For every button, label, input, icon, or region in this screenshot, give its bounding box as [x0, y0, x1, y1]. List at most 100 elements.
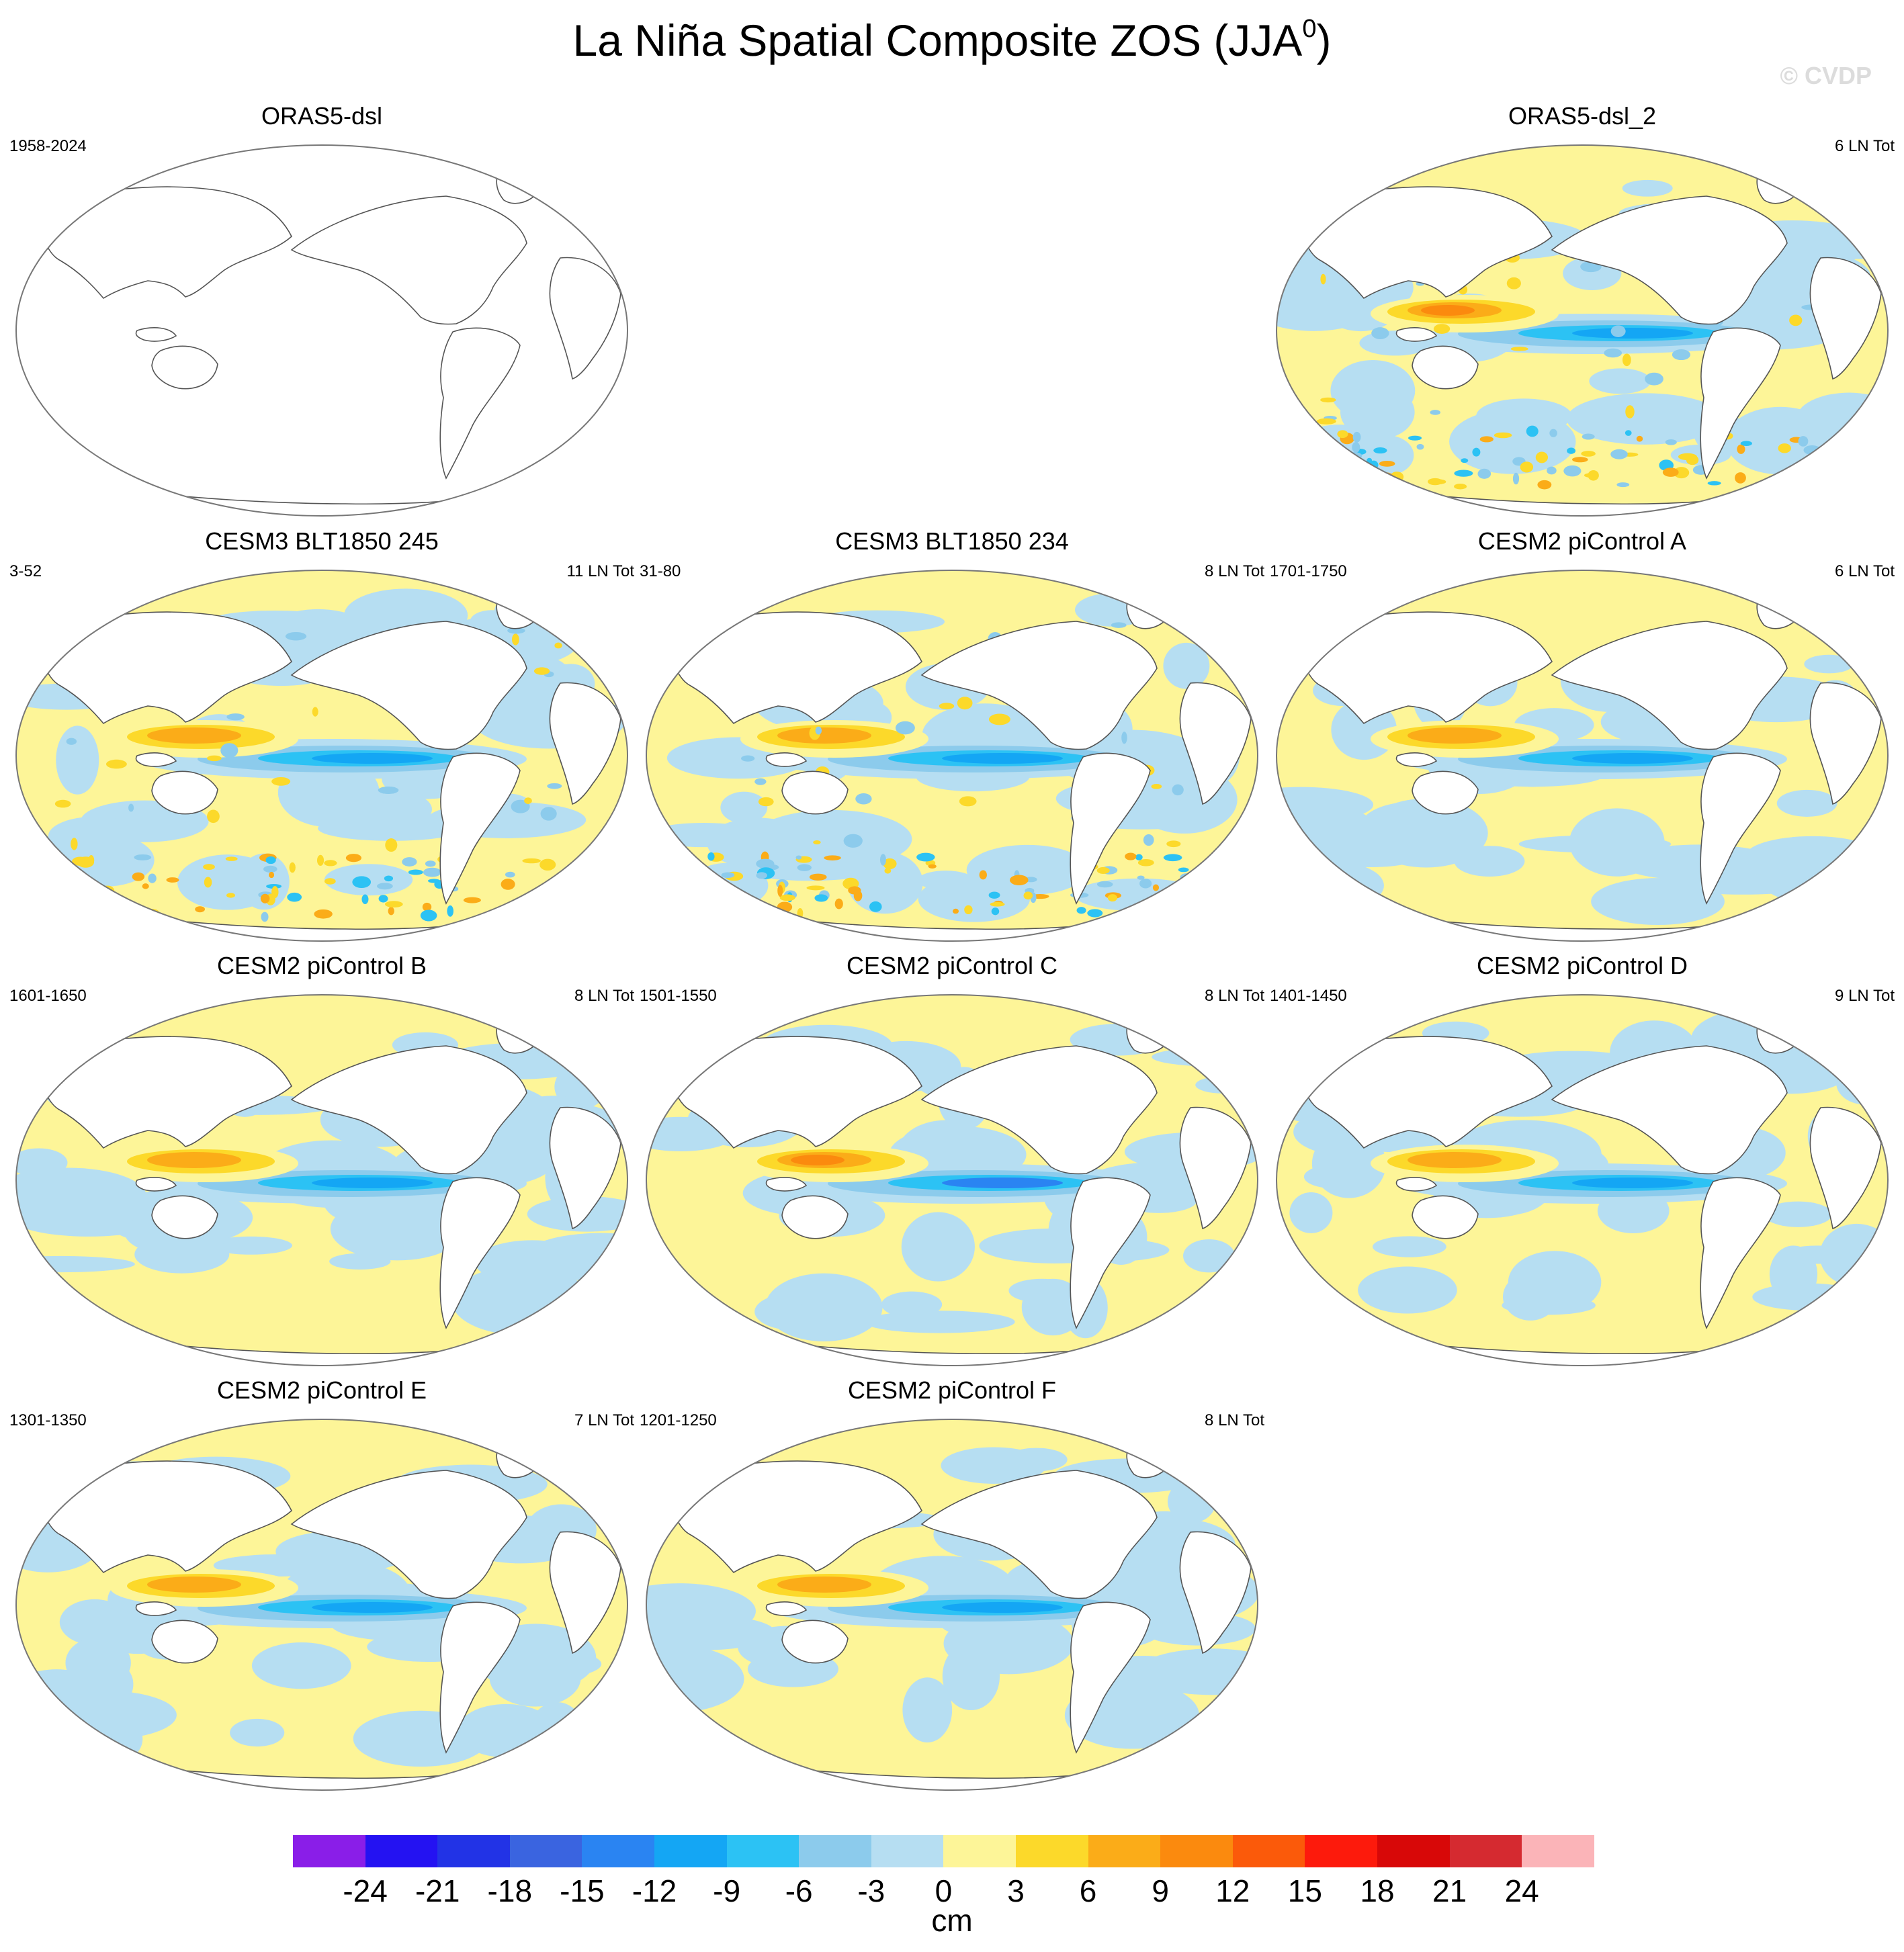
eddy-anomaly	[378, 786, 399, 794]
warm-pool-anomaly	[1421, 305, 1475, 316]
southern-ocean-eddy	[1740, 441, 1752, 447]
southern-ocean-eddy	[134, 854, 152, 860]
map-panel-oras5-dsl: ORAS5-dsl 1958-2024	[9, 102, 634, 525]
southern-ocean-eddy	[378, 895, 388, 903]
anomaly-region	[1289, 1192, 1333, 1233]
southern-ocean-eddy	[1494, 432, 1512, 439]
southern-ocean-eddy	[64, 891, 76, 899]
eddy-anomaly	[988, 713, 1010, 725]
southern-ocean-eddy	[1408, 435, 1422, 441]
eddy-anomaly	[1320, 273, 1326, 285]
map-border	[646, 1419, 1258, 1791]
warm-pool-anomaly	[1408, 727, 1502, 744]
panel-count: 8 LN Tot	[1205, 562, 1264, 580]
maritime-continent-icon	[1395, 752, 1438, 767]
figure-title-text: La Niña Spatial Composite ZOS (JJA	[572, 15, 1303, 65]
southern-ocean-eddy	[1549, 429, 1557, 437]
panel-count: 8 LN Tot	[1205, 1411, 1264, 1429]
panel-count: 8 LN Tot	[574, 987, 634, 1005]
southern-ocean-eddy	[1737, 444, 1745, 454]
warm-pool-anomaly	[147, 1152, 241, 1168]
anomaly-region	[941, 1447, 1047, 1484]
southern-ocean-eddy	[352, 876, 372, 889]
colorbar-swatch	[1522, 1835, 1594, 1867]
colorbar-tick-label: -3	[857, 1873, 885, 1908]
anomaly-region	[230, 1718, 285, 1747]
southern-ocean-eddy	[423, 867, 441, 877]
southern-ocean-eddy	[425, 860, 436, 867]
figure-title-superscript: 0	[1302, 15, 1317, 43]
southern-ocean-eddy	[884, 868, 892, 874]
eddy-anomaly	[1604, 348, 1622, 358]
eddy-anomaly	[1645, 372, 1663, 386]
north-america-icon	[290, 621, 527, 750]
eurasia-icon	[666, 1460, 922, 1574]
southern-ocean-eddy	[1125, 852, 1137, 860]
anomaly-region	[1276, 787, 1374, 823]
anomaly-region	[901, 1212, 975, 1282]
map-field	[646, 570, 1258, 941]
map-svg	[15, 570, 628, 942]
southern-ocean-eddy	[384, 901, 403, 908]
southern-ocean-eddy	[1636, 435, 1643, 442]
panel-period: 1958-2024	[9, 137, 87, 155]
anomaly-region	[917, 871, 974, 891]
map-field	[1276, 145, 1888, 516]
map-svg	[15, 144, 628, 517]
southern-ocean-eddy	[81, 887, 94, 897]
colorbar-swatch	[365, 1835, 438, 1867]
southern-ocean-eddy	[1352, 431, 1361, 443]
southern-ocean-eddy	[1354, 479, 1374, 491]
warm-pool-anomaly	[777, 727, 871, 744]
southern-ocean-eddy	[834, 898, 843, 910]
southern-ocean-eddy	[991, 907, 1000, 916]
southern-ocean-eddy	[148, 873, 157, 883]
southern-ocean-eddy	[1330, 486, 1340, 492]
anomaly-region	[529, 1701, 584, 1761]
eurasia-icon	[1296, 186, 1553, 300]
anomaly-region	[251, 1642, 351, 1689]
australia-icon	[1412, 1195, 1479, 1239]
anomaly-region	[1163, 642, 1210, 689]
southern-ocean-eddy	[345, 854, 361, 862]
panel-count: 6 LN Tot	[1835, 562, 1895, 580]
southern-ocean-eddy	[542, 911, 549, 917]
eddy-anomaly	[1625, 405, 1635, 418]
eddy-anomaly	[1111, 622, 1127, 628]
southern-ocean-eddy	[990, 901, 1005, 907]
australia-icon	[151, 770, 218, 815]
anomaly-region	[1449, 409, 1576, 474]
southern-ocean-eddy	[1833, 473, 1845, 480]
southern-ocean-eddy	[225, 856, 238, 861]
panel-title: ORAS5-dsl	[261, 102, 383, 130]
eurasia-icon	[1296, 611, 1553, 725]
eddy-anomaly	[533, 667, 550, 675]
equatorial-anomaly	[1572, 753, 1693, 764]
southern-ocean-eddy	[203, 864, 215, 871]
maritime-continent-icon	[1395, 327, 1438, 342]
anomaly-region	[1591, 878, 1725, 926]
southern-ocean-eddy	[324, 860, 337, 867]
southern-ocean-eddy	[988, 891, 1000, 899]
south-america-icon	[439, 327, 521, 480]
southern-ocean-eddy	[1808, 461, 1817, 471]
southern-ocean-eddy	[72, 856, 89, 866]
maritime-continent-icon	[765, 1601, 808, 1616]
colorbar-swatch	[509, 1835, 582, 1867]
southern-ocean-eddy	[869, 901, 882, 912]
map-field	[16, 995, 628, 1366]
eddy-anomaly	[524, 797, 532, 804]
southern-ocean-eddy	[1798, 436, 1809, 447]
south-america-icon	[1700, 752, 1781, 905]
map-svg	[1276, 144, 1889, 517]
colorbar-boxes	[293, 1835, 1594, 1867]
southern-ocean-eddy	[1137, 875, 1145, 880]
eddy-anomaly	[220, 743, 239, 758]
north-america-icon	[1551, 195, 1788, 325]
map-field	[16, 145, 628, 516]
anomaly-region	[1756, 838, 1843, 901]
australia-icon	[1412, 345, 1479, 390]
southern-ocean-eddy	[271, 886, 279, 898]
anomaly-region	[943, 1613, 1074, 1675]
southern-ocean-eddy	[702, 889, 709, 901]
